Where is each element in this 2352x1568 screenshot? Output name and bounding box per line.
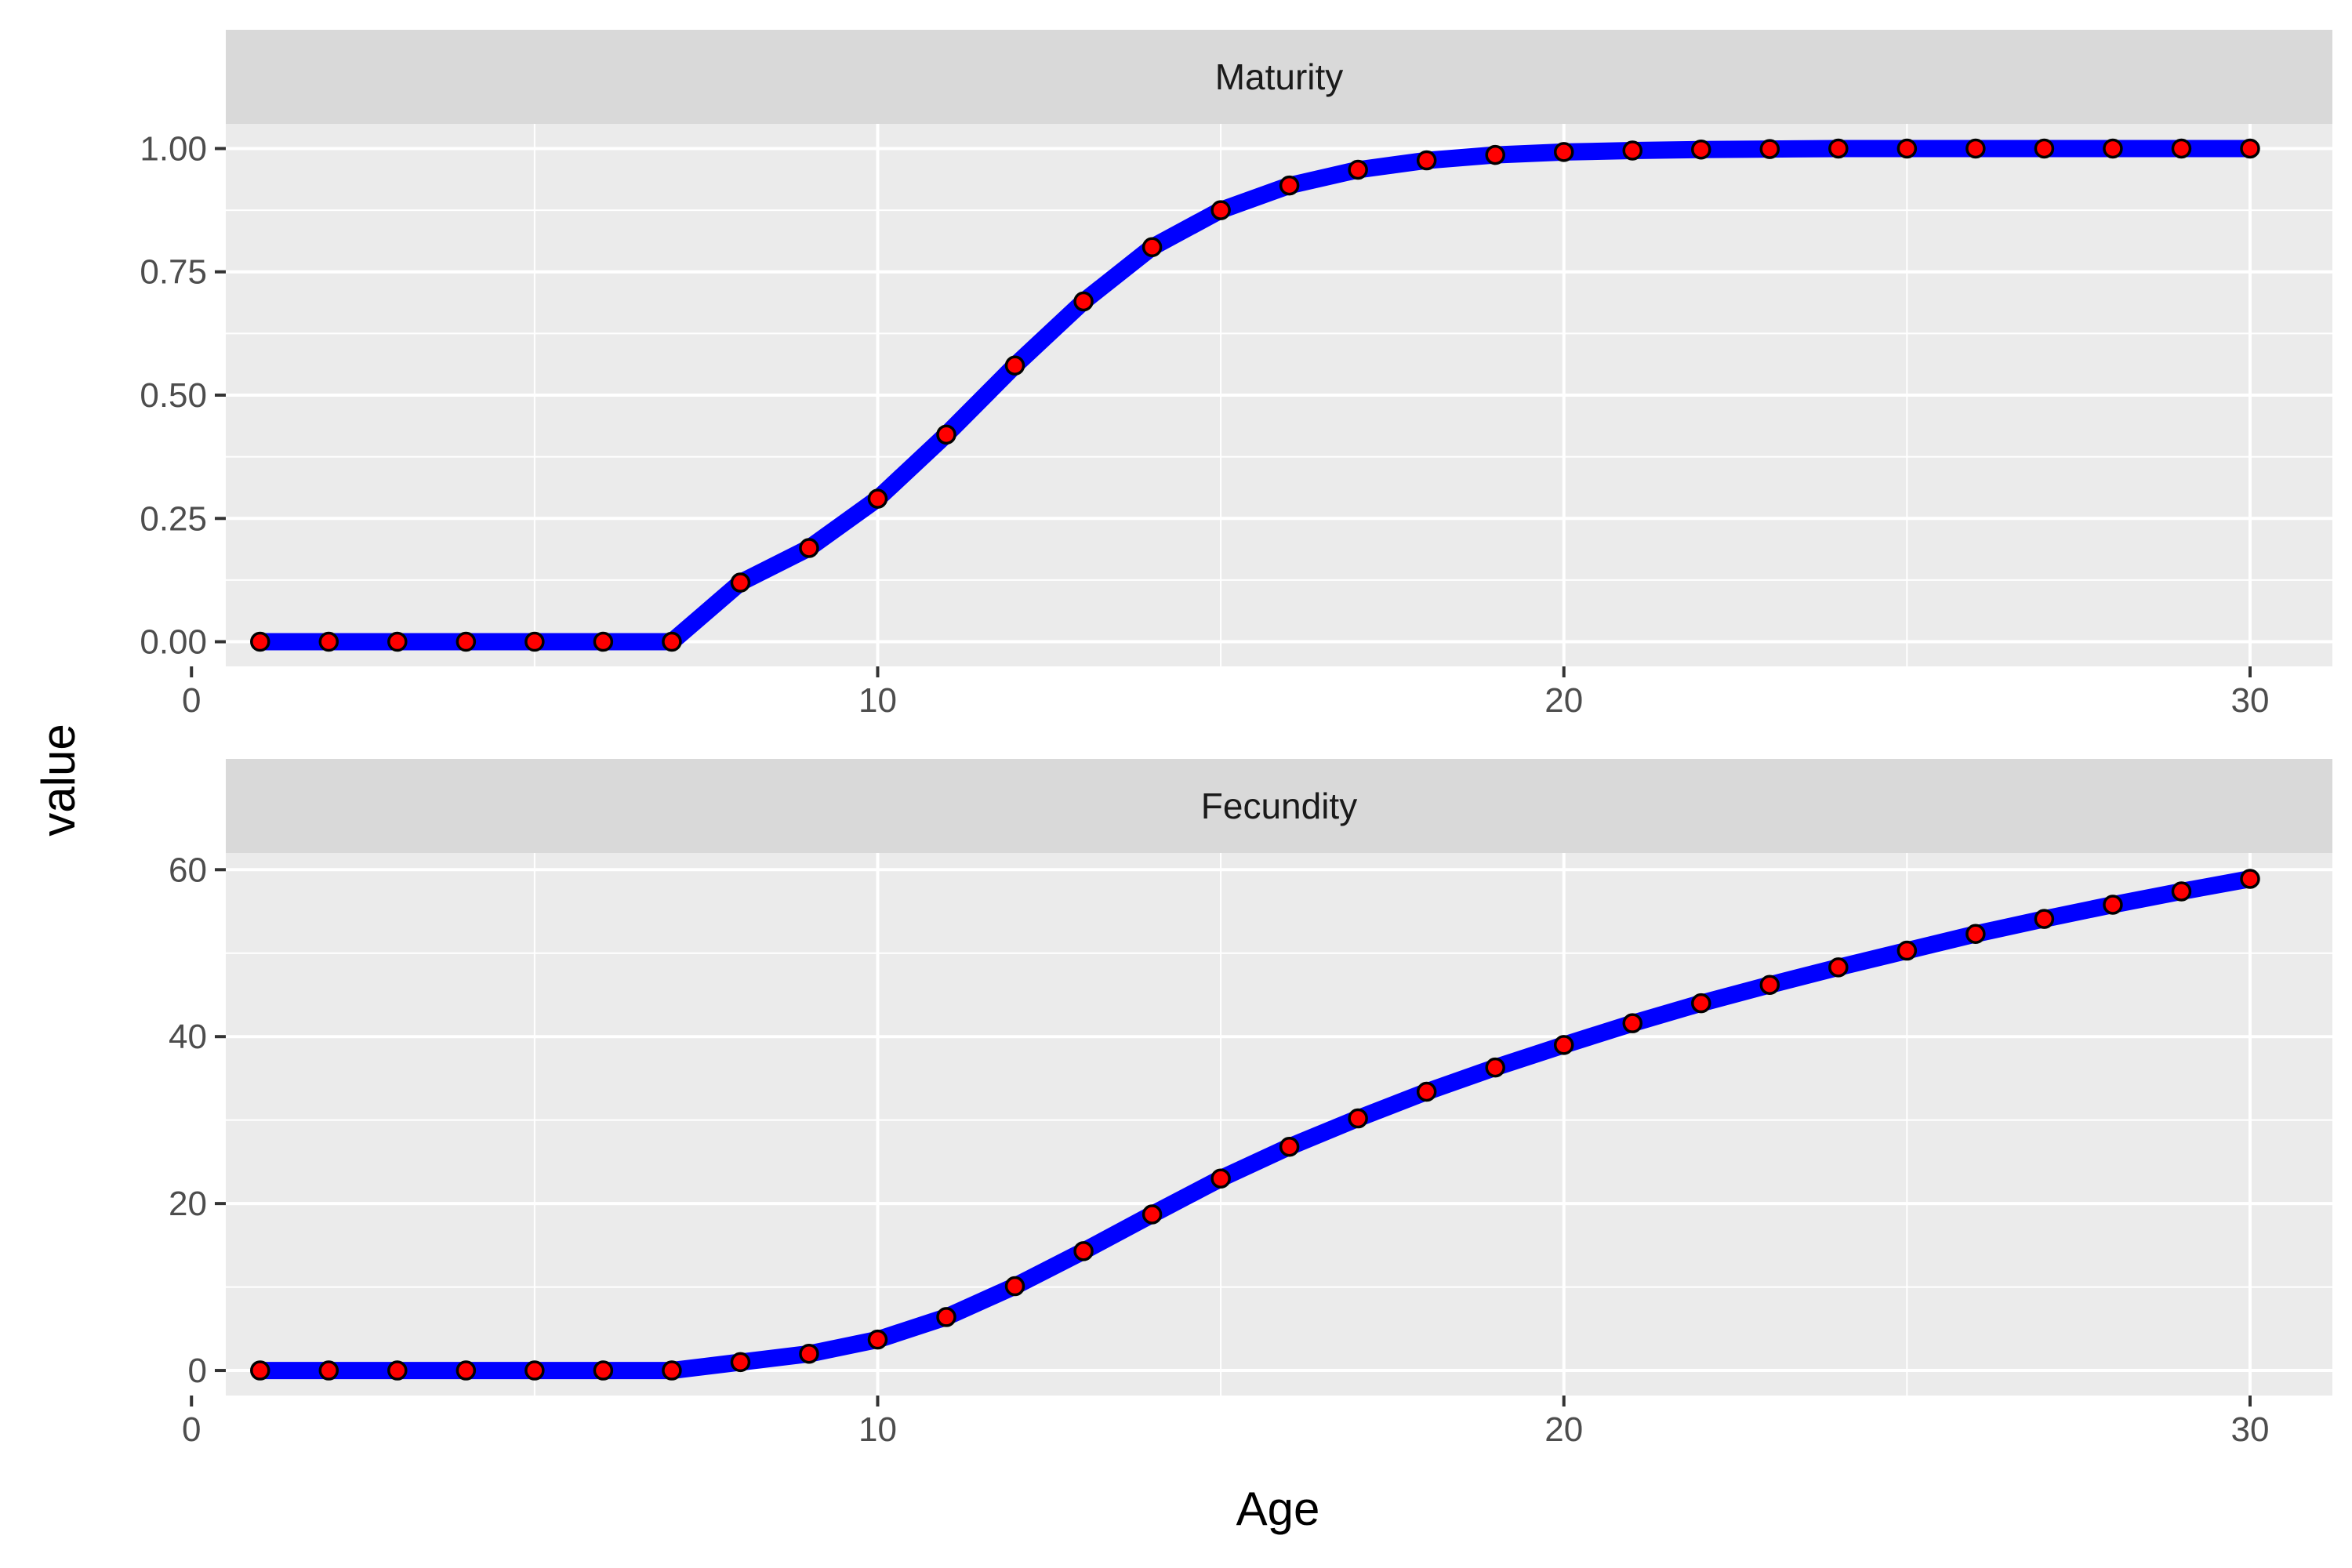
- fecundity-panel-background: [226, 853, 2332, 1396]
- maturity-data-point: [1896, 138, 1918, 159]
- maturity-data-point: [318, 631, 339, 652]
- fecundity-data-point: [1073, 1241, 1094, 1261]
- fecundity-data-point: [799, 1344, 819, 1364]
- maturity-data-point: [2034, 138, 2055, 159]
- y-axis-title: value: [32, 724, 85, 836]
- maturity-data-point: [1142, 237, 1163, 258]
- maturity-series-line: [251, 140, 2259, 651]
- fecundity-data-point: [1485, 1057, 1505, 1078]
- maturity-data-point: [593, 631, 614, 652]
- maturity-x-tick-label: 30: [2230, 681, 2269, 720]
- fecundity-y-tick-label: 20: [169, 1185, 207, 1223]
- maturity-data-point: [1553, 142, 1574, 162]
- maturity-x-tick-label: 0: [182, 681, 201, 720]
- fecundity-data-point: [730, 1352, 751, 1373]
- maturity-data-point: [1691, 139, 1711, 160]
- maturity-y-tick-label: 1.00: [140, 129, 207, 168]
- fecundity-data-point: [1691, 993, 1711, 1014]
- fecundity-x-tick-label: 10: [858, 1410, 897, 1449]
- maturity-data-point: [1416, 150, 1437, 171]
- fecundity-strip: [226, 759, 2332, 853]
- fecundity-data-point: [1416, 1081, 1437, 1102]
- fecundity-data-point: [1622, 1013, 1643, 1033]
- fecundity-panel: Fecundity 0 20 40 60 0 10 20 30: [169, 759, 2332, 1449]
- fecundity-data-point: [1553, 1035, 1574, 1055]
- maturity-data-point: [1759, 139, 1780, 159]
- fecundity-data-point: [1348, 1108, 1368, 1129]
- fecundity-data-point: [1004, 1276, 1025, 1297]
- fecundity-data-point: [318, 1360, 339, 1381]
- maturity-data-point: [1485, 144, 1505, 165]
- maturity-data-point: [1622, 140, 1643, 161]
- maturity-data-point: [2171, 138, 2192, 159]
- maturity-data-point: [1828, 138, 1849, 159]
- maturity-data-point: [1279, 175, 1300, 196]
- fecundity-data-point: [867, 1329, 888, 1350]
- maturity-strip: [226, 30, 2332, 124]
- fecundity-data-point: [662, 1360, 682, 1381]
- maturity-data-point: [799, 538, 819, 558]
- fecundity-x-tick-label: 20: [1544, 1410, 1583, 1449]
- maturity-data-point: [867, 488, 888, 509]
- maturity-data-point: [936, 424, 956, 445]
- fecundity-series-line: [251, 870, 2259, 1380]
- fecundity-y-tick-label: 60: [169, 851, 207, 889]
- fecundity-data-point: [524, 1360, 545, 1381]
- maturity-data-point: [2240, 138, 2260, 159]
- fecundity-data-point: [1142, 1204, 1163, 1225]
- fecundity-data-point: [2034, 909, 2055, 929]
- fecundity-data-point: [1279, 1136, 1300, 1157]
- maturity-data-point: [387, 631, 408, 652]
- x-axis-title: Age: [1236, 1483, 1320, 1535]
- maturity-x-tick-label: 20: [1544, 681, 1583, 720]
- maturity-y-tick-label: 0.25: [140, 499, 207, 538]
- maturity-data-point: [1004, 355, 1025, 376]
- maturity-y-tick-label: 0.50: [140, 376, 207, 415]
- fecundity-data-point: [2103, 895, 2123, 915]
- maturity-y-tick-label: 0.00: [140, 623, 207, 662]
- maturity-strip-label: Maturity: [1215, 56, 1344, 97]
- fecundity-data-point: [1828, 957, 1849, 978]
- maturity-data-point: [1210, 200, 1231, 220]
- fecundity-data-point: [1896, 940, 1918, 961]
- maturity-data-point: [662, 631, 682, 652]
- fecundity-y-tick-label: 0: [188, 1352, 207, 1390]
- fecundity-x-tick-label: 30: [2230, 1410, 2269, 1449]
- fecundity-data-point: [1759, 975, 1780, 995]
- maturity-data-point: [1073, 291, 1094, 312]
- maturity-data-point: [250, 631, 270, 652]
- maturity-x-tick-label: 10: [858, 681, 897, 720]
- fecundity-data-point: [1210, 1168, 1231, 1189]
- maturity-data-point: [1965, 138, 1986, 159]
- fecundity-data-point: [387, 1360, 408, 1381]
- fecundity-x-tick-label: 0: [182, 1410, 201, 1449]
- fecundity-strip-label: Fecundity: [1201, 786, 1357, 826]
- fecundity-data-point: [456, 1360, 477, 1381]
- maturity-data-point: [524, 631, 545, 652]
- maturity-y-tick-label: 0.75: [140, 253, 207, 292]
- fecundity-data-point: [250, 1360, 270, 1381]
- fecundity-data-point: [2240, 869, 2260, 889]
- maturity-data-point: [1348, 159, 1368, 180]
- fecundity-y-tick-label: 40: [169, 1018, 207, 1056]
- fecundity-data-point: [2171, 881, 2192, 902]
- maturity-panel: Maturity 0.00 0.25 0.50 0.75 1.00 0 10 20 30: [140, 30, 2332, 720]
- maturity-data-point: [2103, 138, 2123, 159]
- fecundity-data-point: [936, 1307, 956, 1327]
- fecundity-data-point: [593, 1360, 614, 1381]
- maturity-data-point: [730, 572, 751, 593]
- maturity-data-point: [456, 631, 477, 652]
- fecundity-data-point: [1965, 924, 1986, 945]
